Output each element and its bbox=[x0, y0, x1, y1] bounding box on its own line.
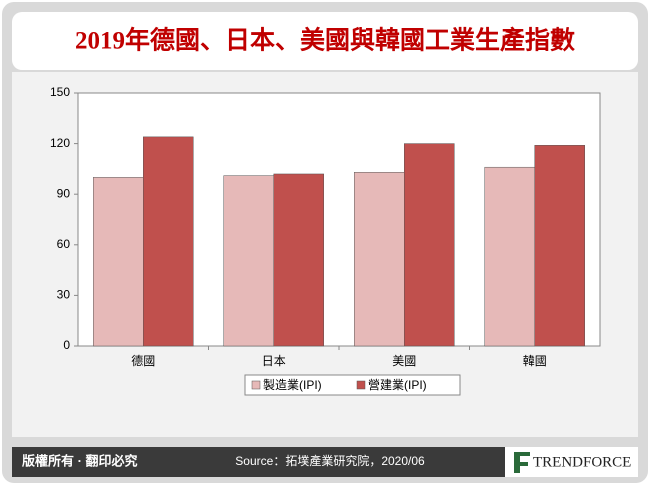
legend-swatch bbox=[251, 380, 261, 390]
y-tick-label: 30 bbox=[57, 288, 71, 302]
bar bbox=[484, 166, 535, 347]
x-tick-label: 韓國 bbox=[523, 354, 547, 368]
bar bbox=[354, 172, 405, 347]
legend bbox=[244, 374, 461, 396]
brand: TRENDFORCE bbox=[533, 454, 631, 470]
bar bbox=[404, 143, 455, 347]
source: Source：拓墣產業研究院，2020/06 bbox=[235, 453, 425, 468]
y-tick-label: 90 bbox=[57, 186, 71, 200]
logo-icon bbox=[514, 452, 530, 473]
title-bar bbox=[12, 12, 638, 70]
rights: 版權所有 · 翻印必究 bbox=[22, 453, 138, 468]
x-tick-label: 德國 bbox=[131, 353, 155, 368]
y-tick-label: 120 bbox=[50, 136, 70, 150]
x-tick-label: 日本 bbox=[262, 354, 286, 368]
legend-label: 製造業(IPI) bbox=[263, 378, 322, 392]
y-tick-label: 0 bbox=[63, 338, 70, 352]
legend-label: 營建業(IPI) bbox=[368, 378, 427, 392]
bar bbox=[93, 177, 144, 347]
bar bbox=[534, 145, 585, 347]
bar bbox=[223, 175, 274, 347]
legend-swatch bbox=[356, 380, 366, 390]
bar bbox=[143, 136, 194, 347]
chart-title: 2019年德國、日本、美國與韓國工業生產指數 bbox=[75, 26, 575, 55]
bar bbox=[273, 173, 324, 347]
y-tick-label: 150 bbox=[50, 85, 70, 99]
x-tick-label: 美國 bbox=[392, 354, 416, 368]
y-tick-label: 60 bbox=[57, 237, 71, 251]
